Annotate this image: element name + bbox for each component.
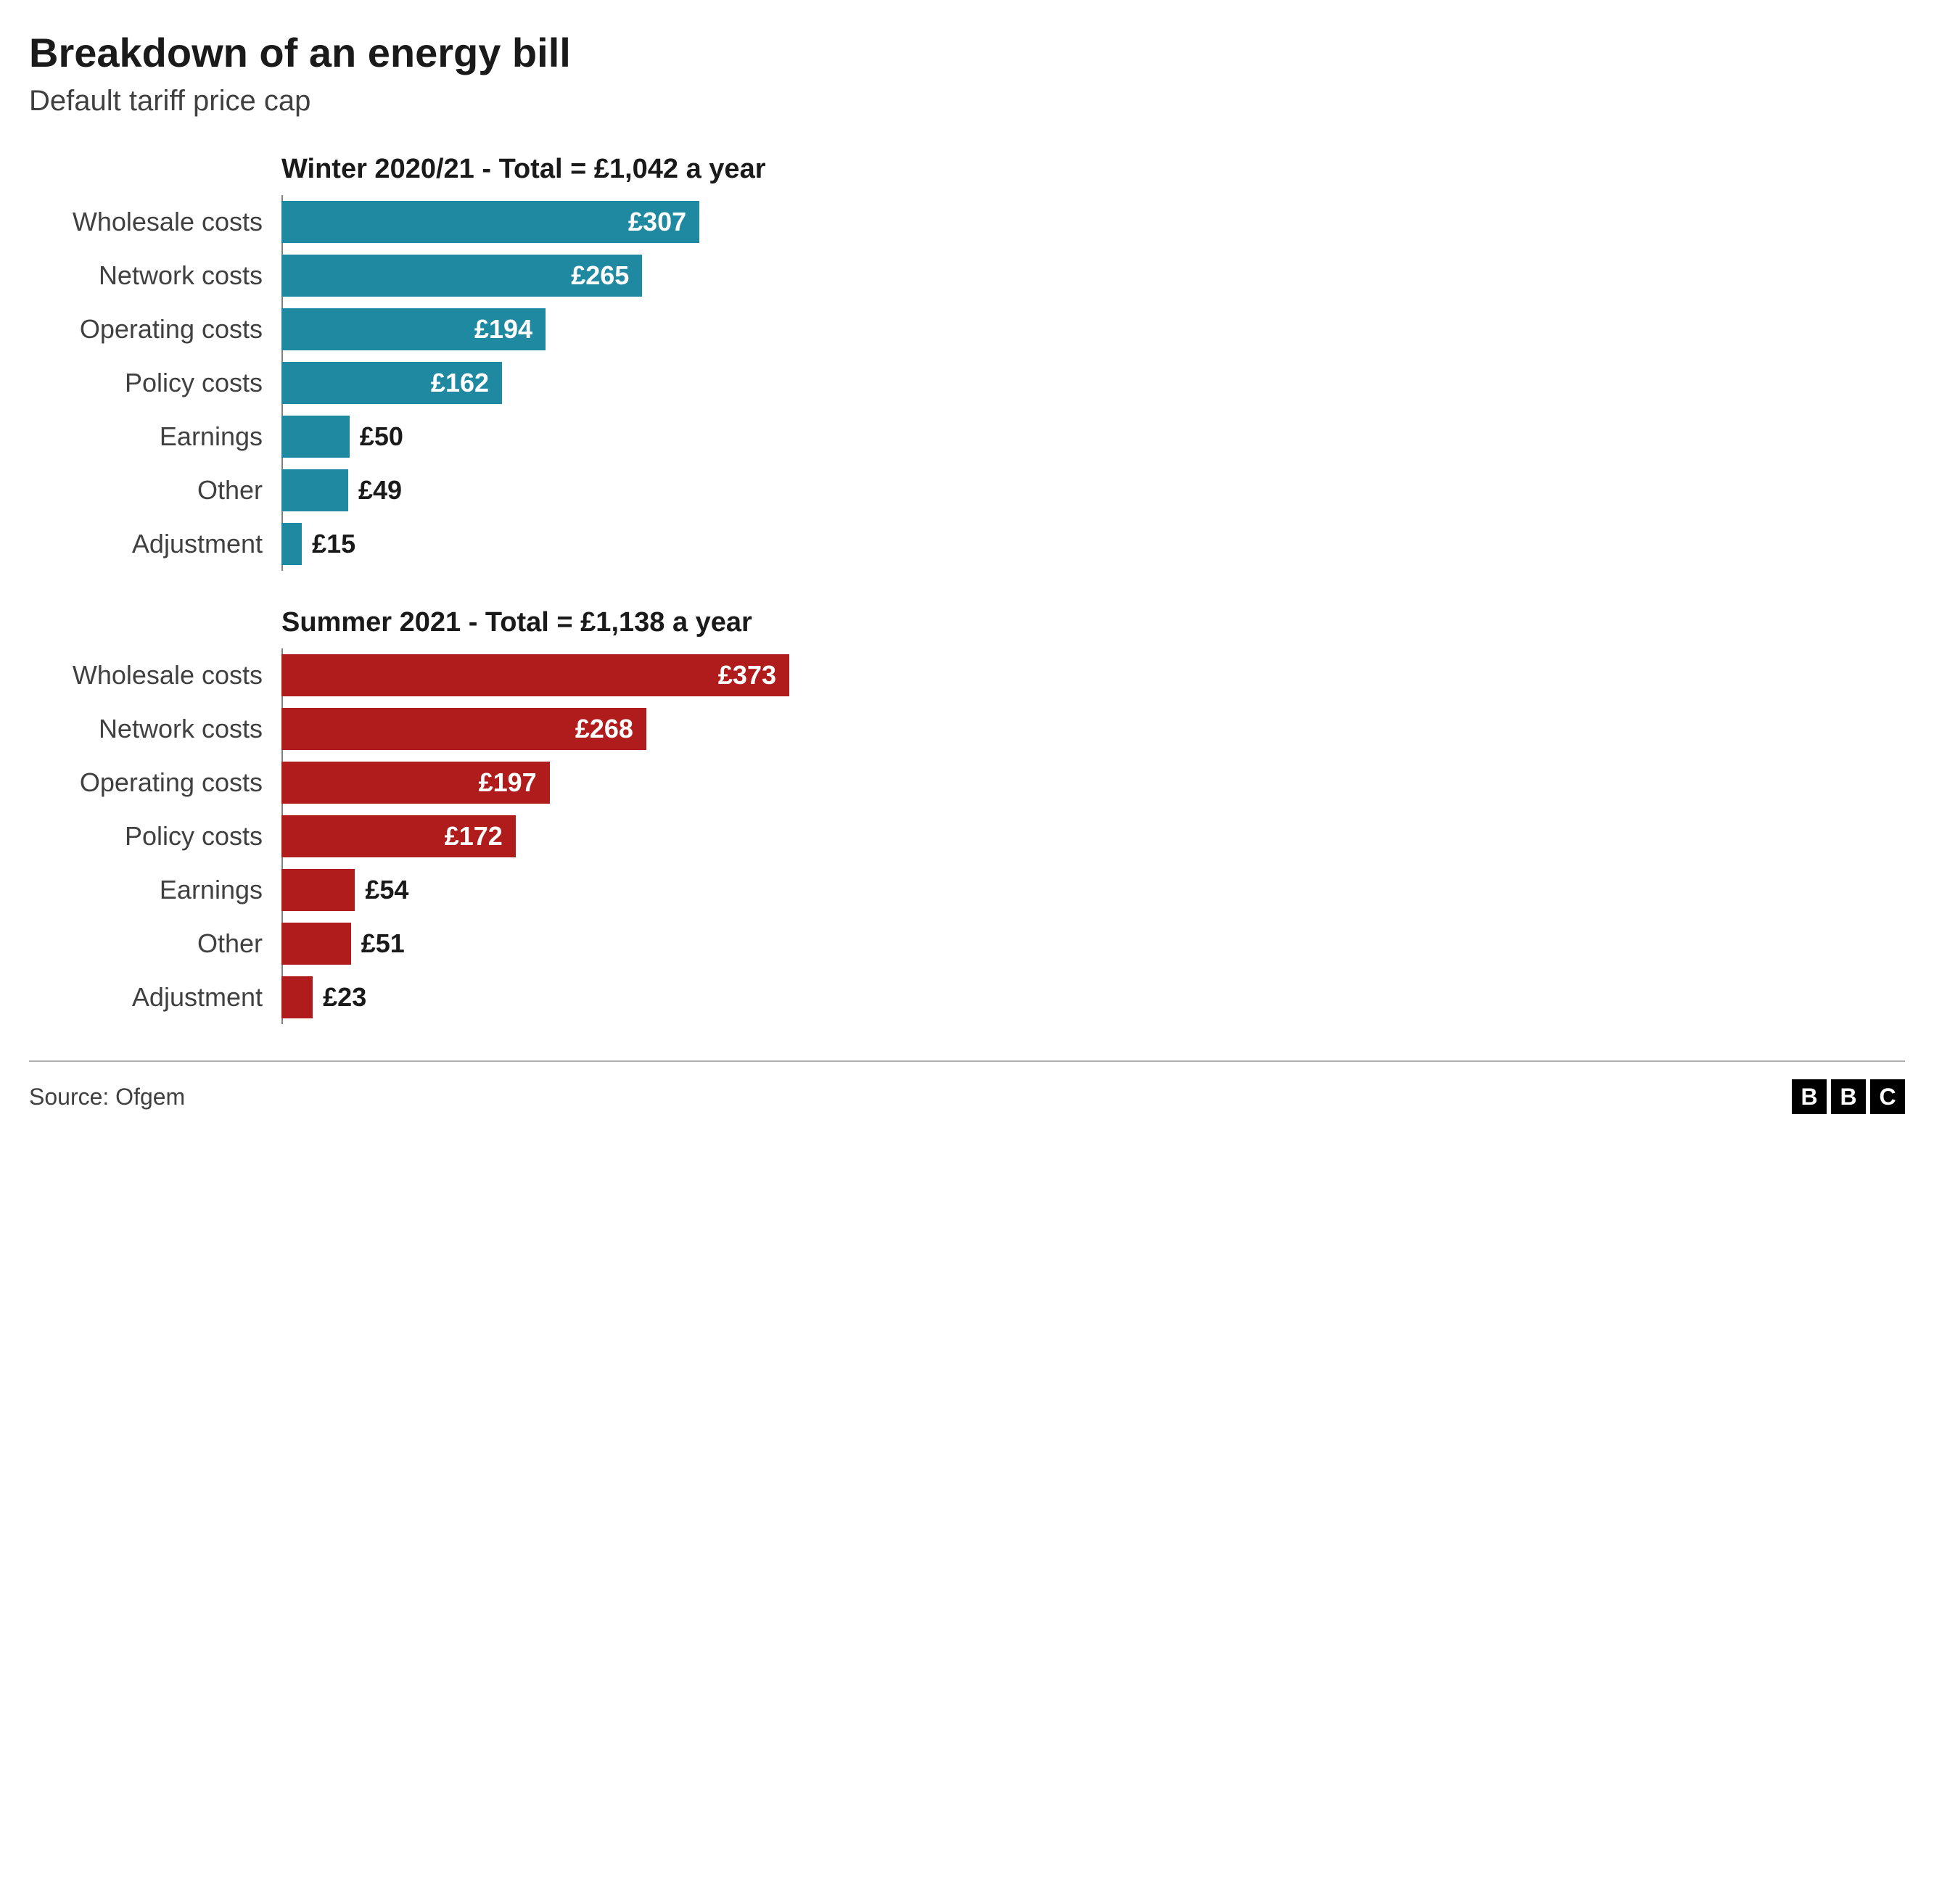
bar: [281, 469, 348, 511]
category-label: Wholesale costs: [29, 660, 276, 691]
source-text: Source: Ofgem: [29, 1084, 185, 1110]
bar-area: £50: [276, 410, 1905, 463]
category-label: Other: [29, 928, 276, 959]
chart-footer: Source: Ofgem BBC: [29, 1060, 1905, 1114]
category-label: Adjustment: [29, 529, 276, 559]
bar-row: Operating costs £194: [29, 302, 1905, 356]
category-label: Other: [29, 475, 276, 506]
chart-heading: Winter 2020/21 - Total = £1,042 a year: [281, 154, 1905, 185]
logo-letter: B: [1792, 1079, 1827, 1114]
bar: £162: [281, 362, 502, 404]
bar-value-label: £172: [445, 821, 503, 852]
bar-row: Policy costs £172: [29, 809, 1905, 863]
bar: £373: [281, 654, 789, 696]
category-label: Earnings: [29, 875, 276, 905]
bar-area: £51: [276, 917, 1905, 970]
category-label: Operating costs: [29, 314, 276, 345]
bbc-logo: BBC: [1792, 1079, 1905, 1114]
category-label: Policy costs: [29, 821, 276, 852]
category-label: Adjustment: [29, 982, 276, 1013]
bar-row: Operating costs £197: [29, 756, 1905, 809]
bar: £197: [281, 762, 550, 804]
bar: £268: [281, 708, 646, 750]
bar-value-label: £49: [358, 475, 402, 506]
bar-value-label: £51: [361, 928, 405, 959]
category-label: Network costs: [29, 714, 276, 744]
bar-value-label: £197: [479, 767, 537, 798]
bar-value-label: £15: [312, 529, 355, 559]
bar-area: £49: [276, 463, 1905, 517]
bar-value-label: £23: [323, 982, 366, 1013]
bar: [281, 869, 355, 911]
bar-row: Wholesale costs £373: [29, 648, 1905, 702]
bar: [281, 923, 351, 965]
bar-value-label: £50: [360, 421, 403, 452]
bar: £194: [281, 308, 546, 350]
bar: £172: [281, 815, 516, 857]
charts-container: Winter 2020/21 - Total = £1,042 a yearWh…: [29, 154, 1905, 1024]
bar-value-label: £265: [571, 260, 629, 291]
bar-value-label: £373: [718, 660, 776, 691]
chart-rows: Wholesale costs £307 Network costs £265 Oper…: [29, 195, 1905, 571]
logo-letter: B: [1831, 1079, 1866, 1114]
category-label: Network costs: [29, 260, 276, 291]
category-label: Policy costs: [29, 368, 276, 398]
bar: [281, 416, 350, 458]
chart-block: Winter 2020/21 - Total = £1,042 a yearWh…: [29, 154, 1905, 571]
bar-row: Adjustment £23: [29, 970, 1905, 1024]
chart-heading: Summer 2021 - Total = £1,138 a year: [281, 607, 1905, 638]
bar-area: £162: [276, 356, 1905, 410]
bar-row: Network costs £265: [29, 249, 1905, 302]
bar-row: Network costs £268: [29, 702, 1905, 756]
category-label: Wholesale costs: [29, 207, 276, 237]
logo-letter: C: [1870, 1079, 1905, 1114]
bar-value-label: £162: [431, 368, 489, 398]
bar: £307: [281, 201, 699, 243]
bar: £265: [281, 255, 642, 297]
bar-row: Other £49: [29, 463, 1905, 517]
category-label: Earnings: [29, 421, 276, 452]
bar-value-label: £307: [628, 207, 686, 237]
chart-rows: Wholesale costs £373 Network costs £268 Oper…: [29, 648, 1905, 1024]
chart-title: Breakdown of an energy bill: [29, 29, 1905, 76]
bar-row: Policy costs £162: [29, 356, 1905, 410]
bar-row: Other £51: [29, 917, 1905, 970]
chart-subtitle: Default tariff price cap: [29, 85, 1905, 118]
bar-area: £54: [276, 863, 1905, 917]
bar-value-label: £194: [474, 314, 532, 345]
bar-area: £15: [276, 517, 1905, 571]
bar-area: £172: [276, 809, 1905, 863]
bar-area: £265: [276, 249, 1905, 302]
category-label: Operating costs: [29, 767, 276, 798]
bar-area: £268: [276, 702, 1905, 756]
bar-area: £373: [276, 648, 1905, 702]
bar-area: £194: [276, 302, 1905, 356]
bar-area: £197: [276, 756, 1905, 809]
bar: [281, 976, 313, 1018]
bar-area: £23: [276, 970, 1905, 1024]
bar-row: Earnings £50: [29, 410, 1905, 463]
bar: [281, 523, 302, 565]
bar-row: Adjustment £15: [29, 517, 1905, 571]
bar-value-label: £54: [365, 875, 408, 905]
bar-row: Earnings £54: [29, 863, 1905, 917]
chart-block: Summer 2021 - Total = £1,138 a yearWhole…: [29, 607, 1905, 1024]
bar-row: Wholesale costs £307: [29, 195, 1905, 249]
bar-value-label: £268: [575, 714, 633, 744]
bar-area: £307: [276, 195, 1905, 249]
